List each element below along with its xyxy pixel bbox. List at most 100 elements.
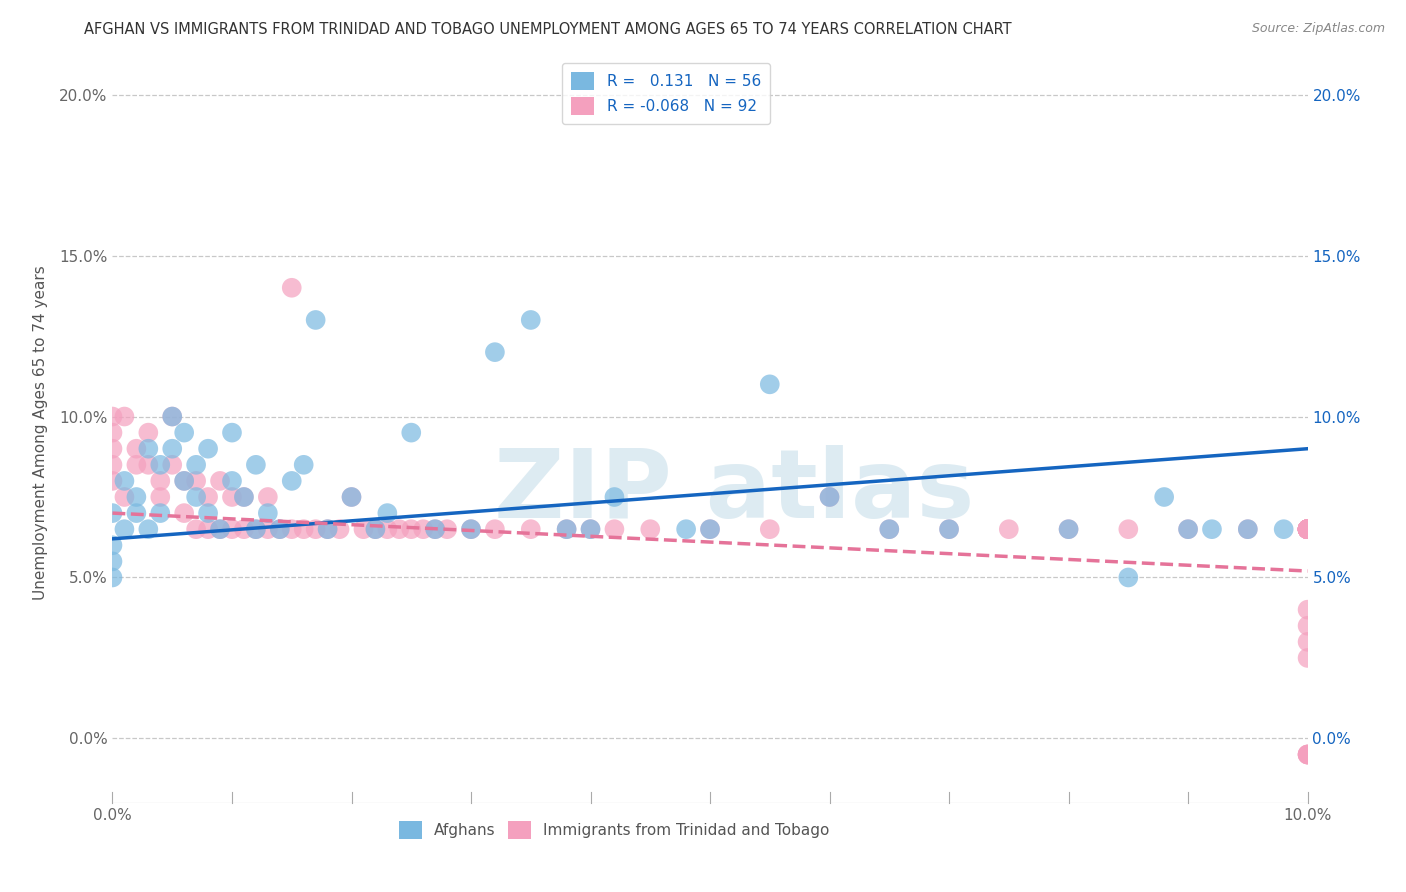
Point <box>425 522 447 536</box>
Point <box>759 522 782 536</box>
Point <box>1296 522 1319 536</box>
Point <box>101 506 124 520</box>
Point <box>305 313 328 327</box>
Point <box>555 522 578 536</box>
Point <box>1296 522 1319 536</box>
Text: AFGHAN VS IMMIGRANTS FROM TRINIDAD AND TOBAGO UNEMPLOYMENT AMONG AGES 65 TO 74 Y: AFGHAN VS IMMIGRANTS FROM TRINIDAD AND T… <box>84 22 1012 37</box>
Point <box>818 490 841 504</box>
Point <box>1296 522 1319 536</box>
Point <box>281 522 304 536</box>
Point <box>1296 602 1319 616</box>
Point <box>1296 747 1319 762</box>
Point <box>1153 490 1175 504</box>
Point <box>101 554 124 568</box>
Point <box>484 345 506 359</box>
Point <box>1201 522 1223 536</box>
Point <box>257 490 280 504</box>
Point <box>364 522 387 536</box>
Point <box>125 506 148 520</box>
Point <box>818 490 841 504</box>
Point <box>1296 522 1319 536</box>
Point <box>1118 570 1140 584</box>
Point <box>221 425 243 440</box>
Point <box>699 522 721 536</box>
Point <box>1296 522 1319 536</box>
Point <box>233 490 256 504</box>
Point <box>173 474 195 488</box>
Point <box>1237 522 1260 536</box>
Point <box>1296 522 1319 536</box>
Point <box>759 377 782 392</box>
Text: ZIP atlas: ZIP atlas <box>494 445 974 539</box>
Point <box>1296 619 1319 633</box>
Point <box>675 522 697 536</box>
Point <box>1296 522 1319 536</box>
Point <box>186 458 208 472</box>
Point <box>233 490 256 504</box>
Point <box>1118 522 1140 536</box>
Point <box>460 522 482 536</box>
Point <box>162 409 183 424</box>
Point <box>292 458 315 472</box>
Point <box>281 474 304 488</box>
Point <box>257 522 280 536</box>
Point <box>699 522 721 536</box>
Point <box>162 409 183 424</box>
Point <box>1296 522 1319 536</box>
Point <box>1057 522 1080 536</box>
Point <box>1296 522 1319 536</box>
Point <box>149 458 172 472</box>
Point <box>1296 522 1319 536</box>
Point <box>1296 651 1319 665</box>
Y-axis label: Unemployment Among Ages 65 to 74 years: Unemployment Among Ages 65 to 74 years <box>34 265 48 600</box>
Text: Source: ZipAtlas.com: Source: ZipAtlas.com <box>1251 22 1385 36</box>
Point <box>938 522 960 536</box>
Point <box>269 522 291 536</box>
Point <box>138 425 160 440</box>
Point <box>173 506 195 520</box>
Point <box>401 425 423 440</box>
Point <box>460 522 482 536</box>
Point <box>603 522 626 536</box>
Point <box>125 442 148 456</box>
Point <box>1296 522 1319 536</box>
Point <box>257 506 280 520</box>
Point <box>579 522 602 536</box>
Point <box>1296 522 1319 536</box>
Point <box>388 522 411 536</box>
Point <box>197 522 219 536</box>
Point <box>162 458 183 472</box>
Point <box>1296 522 1319 536</box>
Point <box>138 458 160 472</box>
Point <box>436 522 458 536</box>
Point <box>114 474 135 488</box>
Point <box>245 458 267 472</box>
Point <box>173 474 195 488</box>
Point <box>579 522 602 536</box>
Point <box>209 522 232 536</box>
Point <box>1296 522 1319 536</box>
Point <box>340 490 363 504</box>
Point <box>520 313 543 327</box>
Point <box>1272 522 1295 536</box>
Point <box>1177 522 1199 536</box>
Point <box>114 490 135 504</box>
Point <box>114 409 135 424</box>
Point <box>340 490 363 504</box>
Point <box>329 522 352 536</box>
Point <box>316 522 339 536</box>
Point <box>520 522 543 536</box>
Point <box>138 522 160 536</box>
Point <box>245 522 267 536</box>
Point <box>269 522 291 536</box>
Point <box>1296 635 1319 649</box>
Legend: Afghans, Immigrants from Trinidad and Tobago: Afghans, Immigrants from Trinidad and To… <box>391 814 838 847</box>
Point <box>1296 522 1319 536</box>
Point <box>879 522 901 536</box>
Point <box>998 522 1021 536</box>
Point <box>197 506 219 520</box>
Point <box>377 506 399 520</box>
Point <box>316 522 339 536</box>
Point <box>938 522 960 536</box>
Point <box>484 522 506 536</box>
